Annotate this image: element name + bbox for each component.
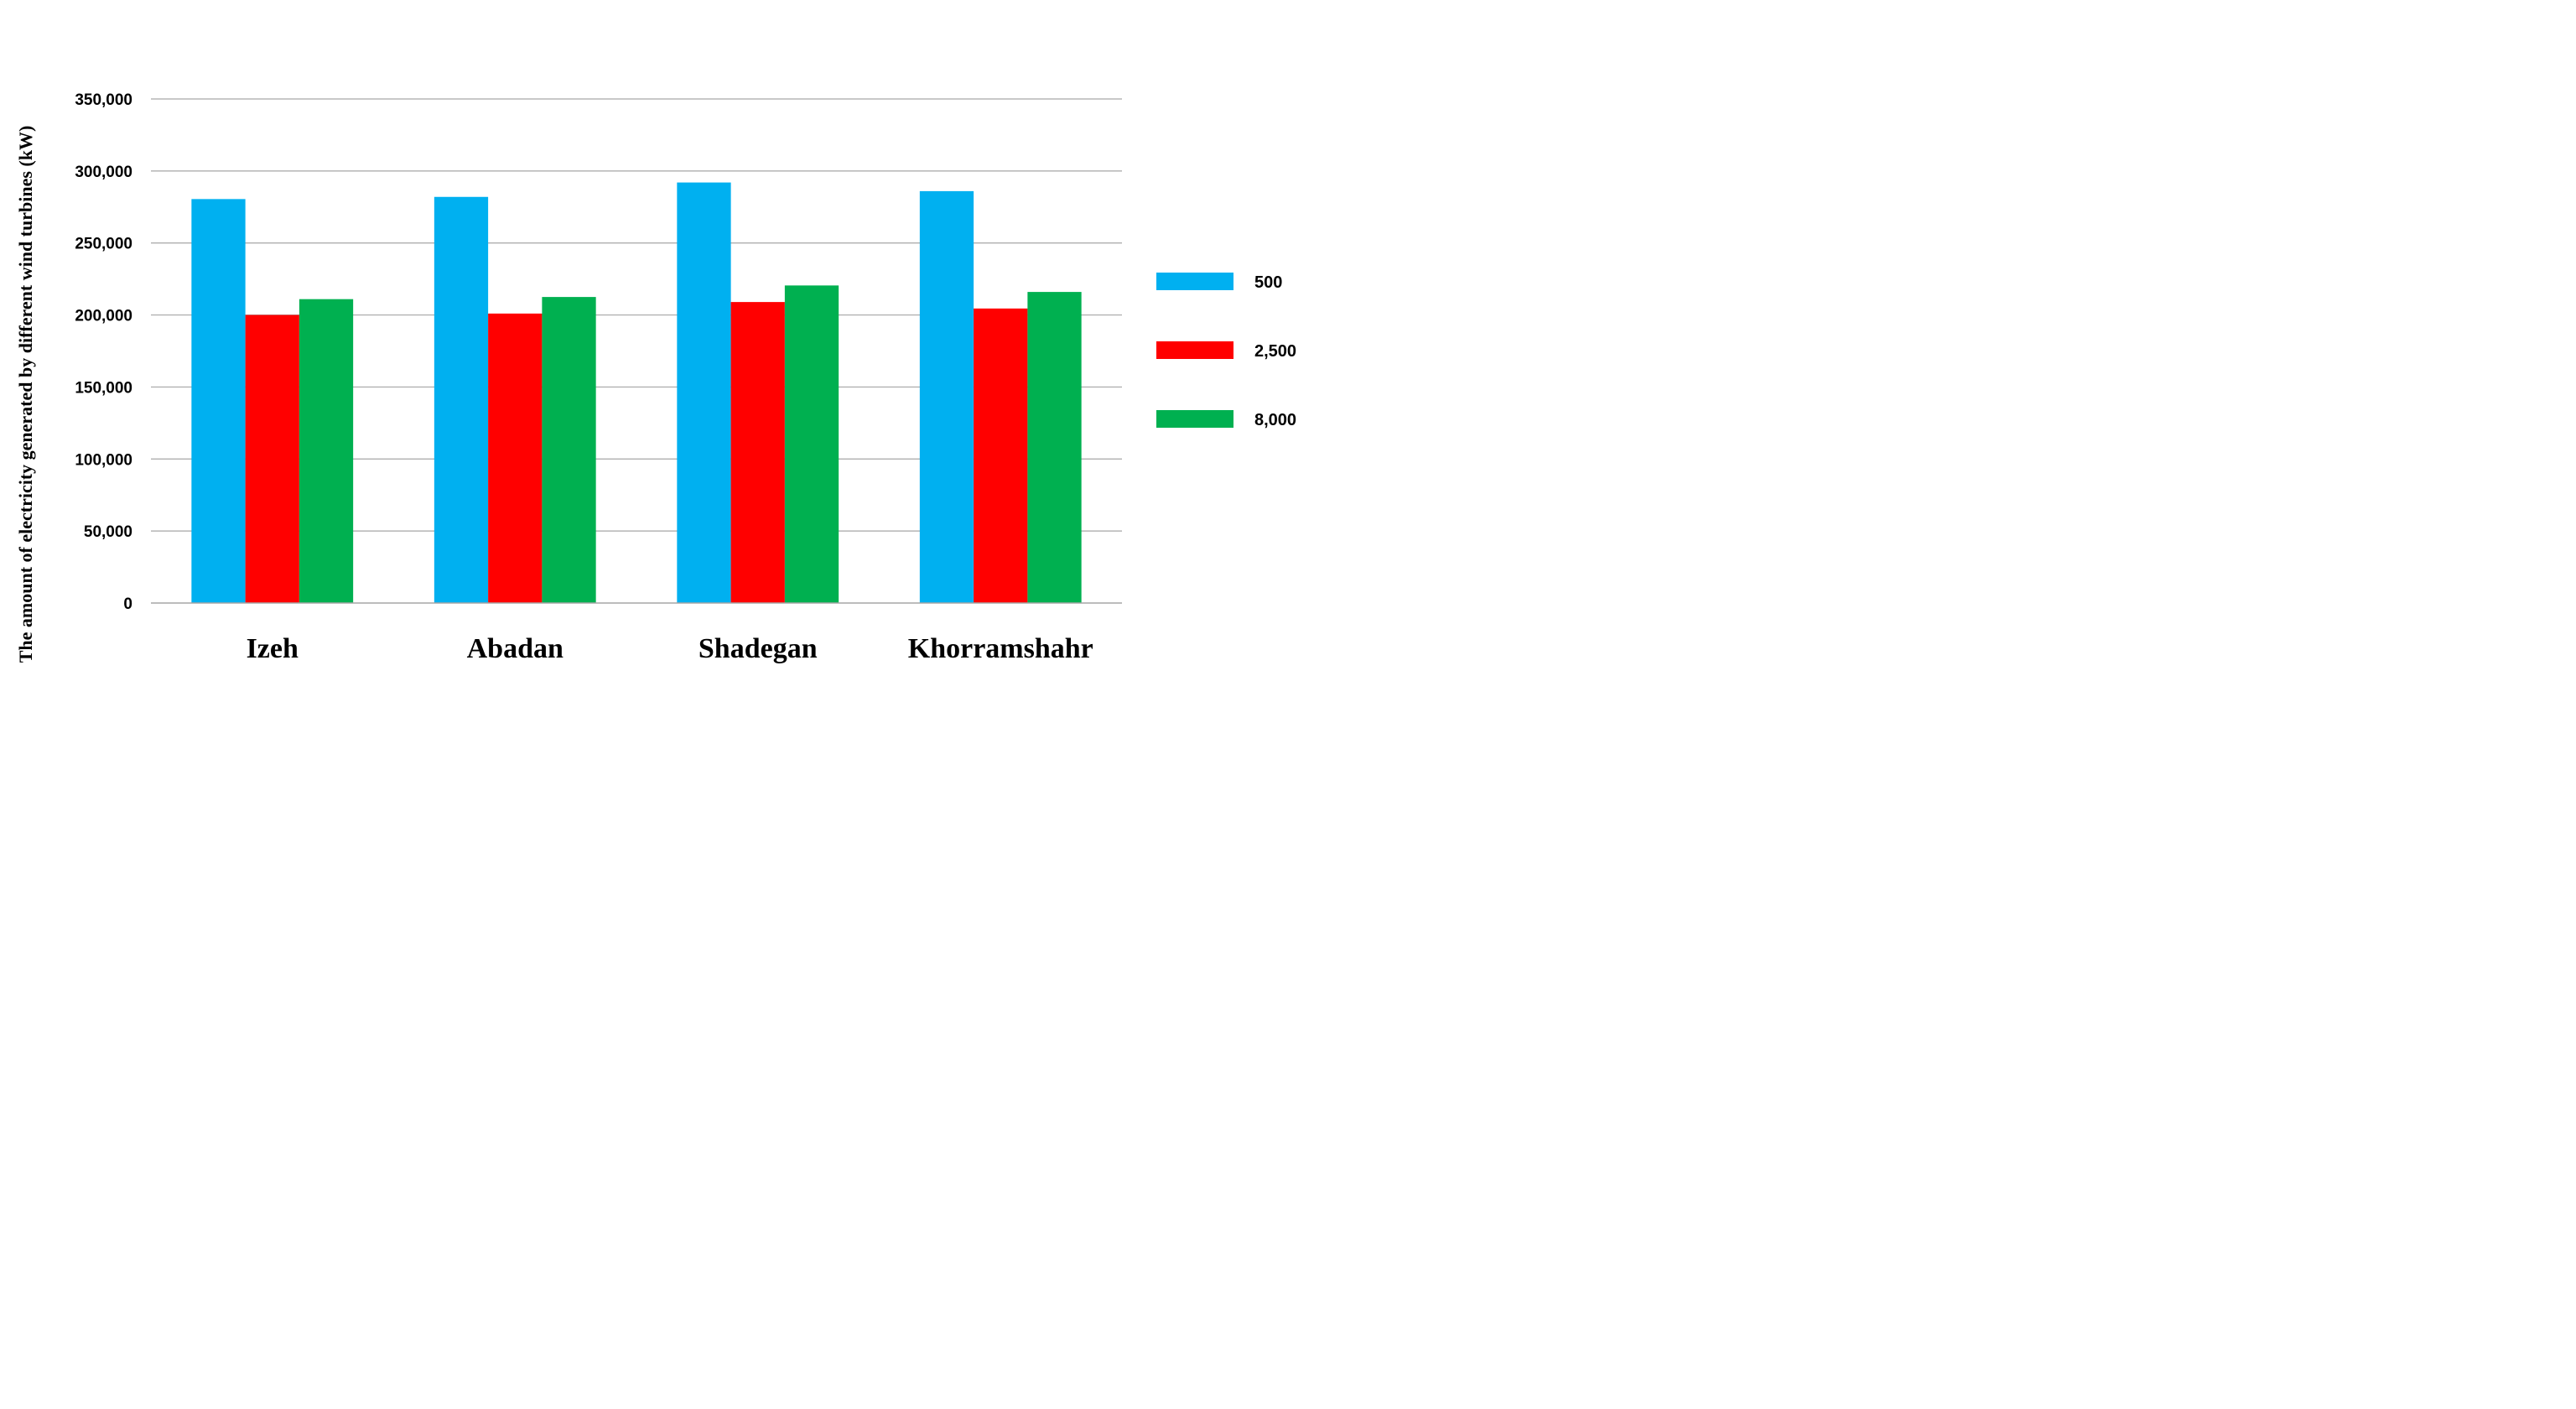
legend-label: 500 (1254, 273, 1282, 292)
bars (191, 182, 1082, 603)
bar-izeh-0 (191, 199, 246, 603)
x-axis-categories: Izeh Abadan Shadegan Khorramshahr (247, 633, 1093, 664)
y-axis-label: The amount of electricity generated by d… (15, 126, 36, 663)
bar-khorramshahr-0 (919, 190, 974, 603)
y-tick-label: 350,000 (75, 91, 132, 109)
bar-shadegan-2 (784, 285, 839, 603)
legend-label: 8,000 (1254, 411, 1296, 429)
bar-abadan-2 (542, 297, 596, 603)
bar-khorramshahr-1 (974, 308, 1028, 603)
bar-izeh-1 (245, 315, 299, 603)
y-axis-ticks: 0 50,000 100,000 150,000 200,000 250,000 300,0… (75, 91, 132, 613)
bar-shadegan-0 (677, 182, 731, 603)
y-tick-label: 250,000 (75, 236, 132, 253)
legend-swatch (1156, 341, 1233, 359)
y-tick-label: 50,000 (84, 523, 132, 541)
x-category-label: Izeh (247, 633, 299, 664)
y-tick-label: 300,000 (75, 164, 132, 181)
legend-label: 2,500 (1254, 342, 1296, 361)
bar-khorramshahr-2 (1027, 292, 1082, 603)
legend-swatch (1156, 410, 1233, 428)
legend: 500 2,500 8,000 (1156, 273, 1296, 429)
bar-abadan-1 (488, 313, 543, 603)
bar-shadegan-1 (730, 302, 785, 603)
bar-abadan-0 (434, 196, 489, 603)
x-category-label: Khorramshahr (908, 633, 1093, 664)
y-tick-label: 0 (123, 595, 132, 613)
y-tick-label: 150,000 (75, 379, 132, 397)
legend-swatch (1156, 273, 1233, 290)
x-category-label: Shadegan (699, 633, 818, 664)
y-tick-label: 200,000 (75, 308, 132, 325)
x-category-label: Abadan (467, 633, 564, 664)
bar-izeh-2 (299, 299, 354, 603)
y-tick-label: 100,000 (75, 451, 132, 469)
bar-chart: 0 50,000 100,000 150,000 200,000 250,000 300,0… (15, 91, 1296, 664)
